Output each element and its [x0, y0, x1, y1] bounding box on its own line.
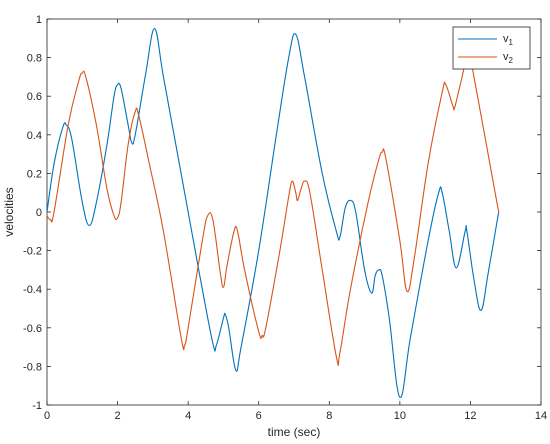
x-axis: 0 2 4 6 8 10 12 14	[44, 19, 547, 422]
y-tick-label: 0.8	[27, 53, 42, 65]
x-tick-label: 4	[185, 410, 191, 422]
y-tick-label: 0.4	[27, 130, 42, 142]
y-axis: -1 -0.8 -0.6 -0.4 -0.2 0 0.2 0.4 0.6 0.8 1	[23, 14, 541, 412]
y-tick-label: 1	[36, 14, 42, 26]
y-tick-label: -0.6	[23, 323, 42, 335]
legend-box	[452, 26, 531, 70]
legend-label-v1: v1	[503, 33, 514, 47]
legend-label-v2: v2	[503, 51, 514, 65]
x-tick-label: 12	[464, 410, 476, 422]
x-axis-label: time (sec)	[268, 425, 321, 439]
y-tick-label: 0	[36, 207, 42, 219]
y-tick-label: 0.2	[27, 168, 42, 180]
y-tick-label: -0.2	[23, 246, 42, 258]
y-tick-label: -0.4	[23, 284, 42, 296]
y-tick-label: 0.6	[27, 91, 42, 103]
y-axis-label: velocities	[2, 187, 16, 236]
x-tick-label: 2	[115, 410, 121, 422]
x-tick-label: 6	[256, 410, 262, 422]
series-layer	[46, 28, 500, 398]
x-tick-label: 10	[394, 410, 406, 422]
y-tick-label: -0.8	[23, 361, 42, 373]
x-tick-label: 0	[44, 410, 50, 422]
y-tick-label: -1	[32, 400, 42, 412]
series-line-v2	[46, 52, 500, 366]
x-tick-label: 8	[326, 410, 332, 422]
series-line-v1	[46, 28, 500, 398]
x-tick-label: 14	[535, 410, 547, 422]
